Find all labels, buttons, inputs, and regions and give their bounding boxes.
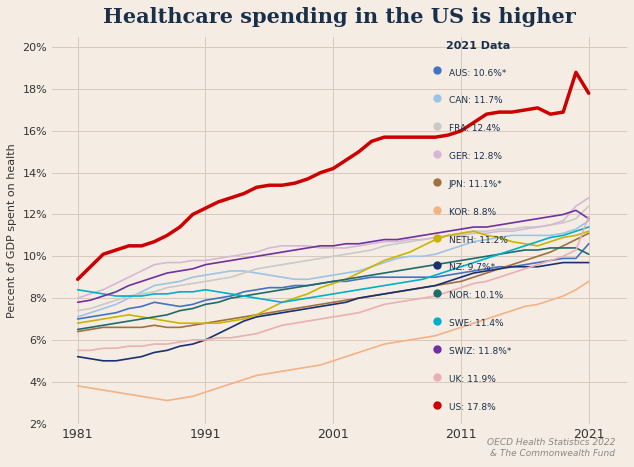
Text: NOR: 10.1%: NOR: 10.1%	[449, 291, 503, 300]
Y-axis label: Percent of GDP spent on health: Percent of GDP spent on health	[7, 143, 17, 318]
Text: CAN: 11.7%: CAN: 11.7%	[449, 96, 503, 106]
Text: NETH: 11.2%: NETH: 11.2%	[449, 235, 508, 245]
Text: UK: 11.9%: UK: 11.9%	[449, 375, 496, 384]
Text: SWIZ: 11.8%*: SWIZ: 11.8%*	[449, 347, 511, 356]
Text: GER: 12.8%: GER: 12.8%	[449, 152, 502, 161]
Text: US: 17.8%: US: 17.8%	[449, 403, 496, 411]
Text: SWE: 11.4%: SWE: 11.4%	[449, 319, 503, 328]
Text: OECD Health Statistics 2022
& The Commonwealth Fund: OECD Health Statistics 2022 & The Common…	[487, 438, 615, 458]
Text: 2021 Data: 2021 Data	[446, 41, 510, 51]
Text: NZ: 9.7%*: NZ: 9.7%*	[449, 263, 495, 272]
Text: KOR: 8.8%: KOR: 8.8%	[449, 208, 496, 217]
Text: JPN: 11.1%*: JPN: 11.1%*	[449, 180, 503, 189]
Text: AUS: 10.6%*: AUS: 10.6%*	[449, 69, 506, 78]
Text: FRA: 12.4%: FRA: 12.4%	[449, 124, 500, 133]
Title: Healthcare spending in the US is higher: Healthcare spending in the US is higher	[103, 7, 576, 27]
